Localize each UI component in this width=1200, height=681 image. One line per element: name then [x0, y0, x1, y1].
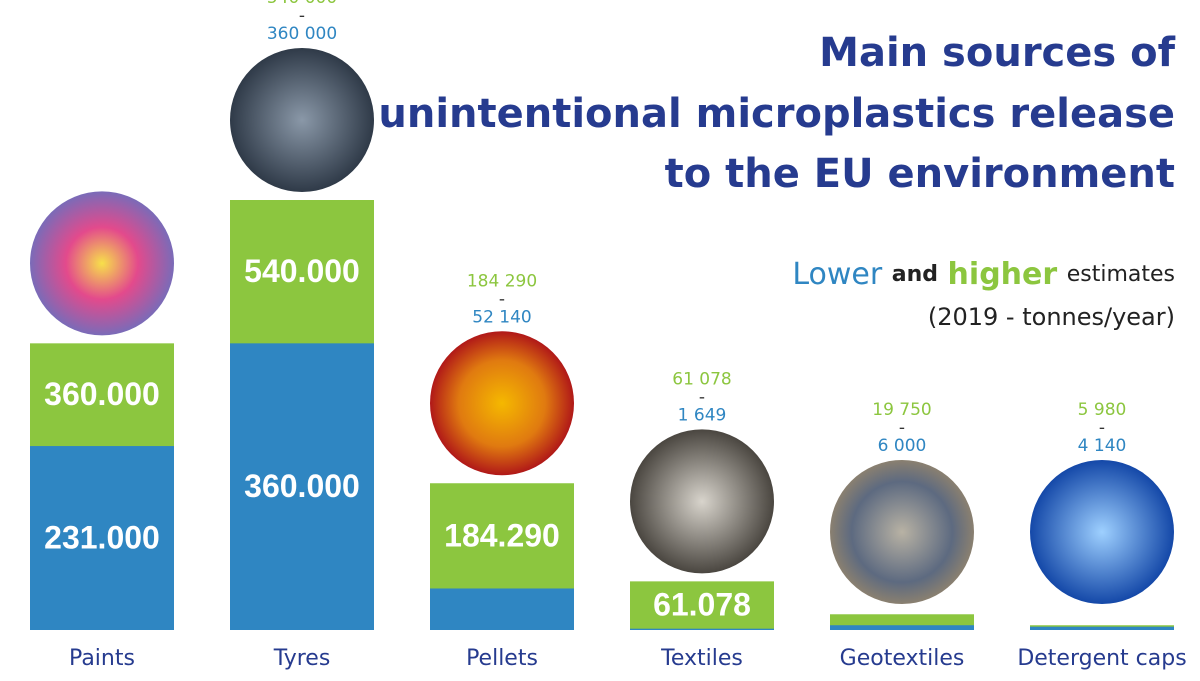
range-label: 6 000	[878, 436, 927, 456]
bar-lower	[430, 588, 574, 630]
range-label: 61 078	[672, 369, 731, 389]
range-separator: -	[499, 289, 505, 309]
range-label: 540 000	[267, 0, 337, 8]
legend-joiner: and	[892, 262, 938, 287]
value-label: 360.000	[244, 468, 360, 504]
legend-entry: Lower	[792, 257, 883, 292]
bar-lower	[830, 625, 974, 630]
photo	[830, 460, 974, 604]
x-tick-label: Textiles	[660, 646, 743, 671]
photo	[630, 429, 774, 574]
value-label: 540.000	[244, 253, 360, 289]
range-label: 52 140	[472, 307, 531, 327]
bar-lower	[30, 446, 174, 630]
legend-entry: higher	[948, 257, 1058, 292]
range-label: 19 750	[872, 400, 931, 420]
range-label: 4 140	[1078, 436, 1127, 456]
photo	[430, 331, 574, 476]
photo	[230, 48, 374, 192]
range-label: 184 290	[467, 271, 537, 291]
value-label: 231.000	[44, 519, 160, 555]
bar-lower	[1030, 626, 1174, 630]
bar-lower	[630, 628, 774, 630]
range-separator: -	[299, 6, 305, 26]
x-tick-label: Tyres	[273, 646, 331, 671]
range-separator: -	[699, 387, 705, 407]
legend: Lower and higher estimates	[792, 257, 1175, 292]
x-tick-label: Detergent caps	[1017, 646, 1186, 671]
range-separator: -	[899, 418, 905, 438]
range-label: 360 000	[267, 24, 337, 44]
range-label: 5 980	[1078, 400, 1127, 420]
legend-suffix: estimates	[1067, 262, 1175, 287]
photo	[1030, 460, 1174, 604]
x-tick-label: Geotextiles	[840, 646, 965, 671]
chart-title: unintentional microplastics release	[378, 91, 1175, 137]
subtitle: (2019 - tonnes/year)	[928, 303, 1175, 331]
bar-higher	[630, 581, 774, 630]
value-label: 61.078	[653, 586, 751, 622]
chart-title: Main sources of	[819, 30, 1175, 76]
value-label: 184.290	[444, 517, 560, 553]
x-tick-label: Pellets	[466, 646, 538, 671]
photo	[30, 191, 174, 336]
range-separator: -	[1099, 418, 1105, 438]
x-tick-label: Paints	[69, 646, 135, 671]
range-label: 1 649	[678, 405, 727, 425]
bar-lower	[230, 343, 374, 630]
chart-title: to the EU environment	[665, 151, 1175, 197]
value-label: 360.000	[44, 376, 160, 412]
